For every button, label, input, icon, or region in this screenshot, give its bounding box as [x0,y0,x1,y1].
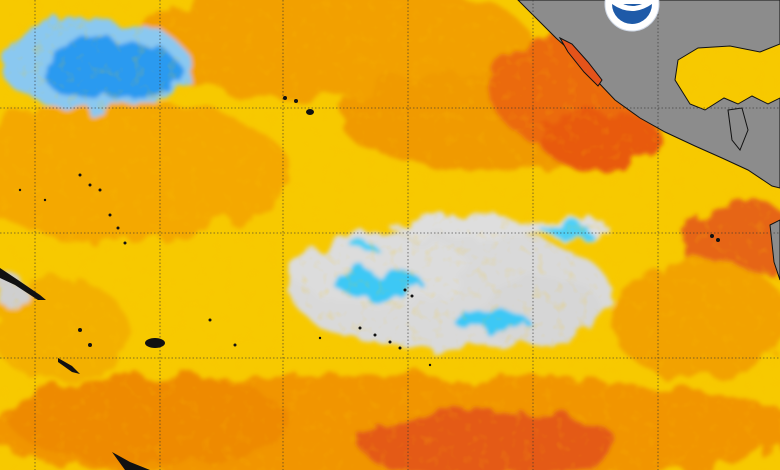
islands [0,96,720,470]
land [517,0,780,281]
agency-logo [604,0,660,32]
